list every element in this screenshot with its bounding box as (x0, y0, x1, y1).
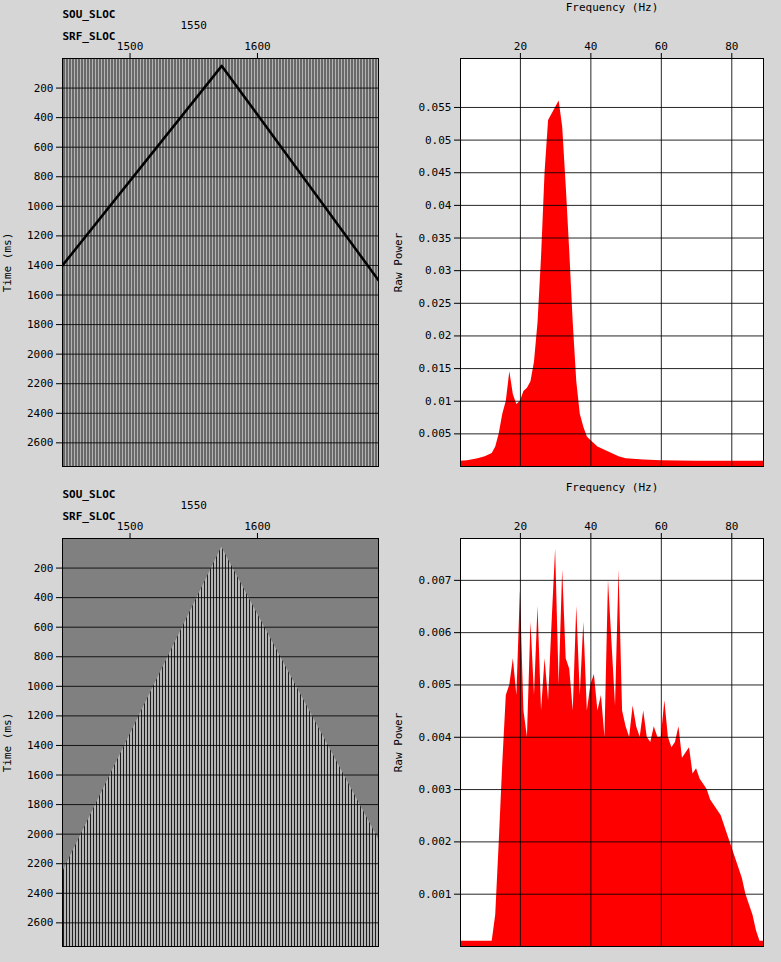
svg-text:20: 20 (514, 520, 527, 533)
svg-text:40: 40 (584, 520, 597, 533)
svg-text:1500: 1500 (117, 40, 144, 53)
svg-text:400: 400 (34, 111, 54, 124)
svg-text:1600: 1600 (244, 520, 271, 533)
svg-text:800: 800 (34, 650, 54, 663)
svg-text:20: 20 (514, 40, 527, 53)
svg-text:0.007: 0.007 (418, 574, 451, 587)
svg-text:2200: 2200 (27, 857, 54, 870)
svg-text:Raw Power: Raw Power (392, 232, 405, 292)
svg-text:2000: 2000 (27, 348, 54, 361)
svg-text:200: 200 (34, 562, 54, 575)
svg-text:80: 80 (725, 520, 738, 533)
svg-text:0.055: 0.055 (418, 101, 451, 114)
svg-text:600: 600 (34, 141, 54, 154)
svg-text:60: 60 (655, 40, 668, 53)
svg-text:0.004: 0.004 (418, 731, 451, 744)
svg-text:1000: 1000 (27, 680, 54, 693)
svg-text:1550: 1550 (180, 19, 207, 32)
svg-text:1200: 1200 (27, 709, 54, 722)
svg-text:2000: 2000 (27, 828, 54, 841)
svg-text:1500: 1500 (117, 520, 144, 533)
svg-text:0.015: 0.015 (418, 362, 451, 375)
svg-text:SOU_SLOC: SOU_SLOC (63, 488, 116, 501)
svg-text:0.05: 0.05 (425, 134, 452, 147)
svg-text:0.035: 0.035 (418, 232, 451, 245)
svg-text:SOU_SLOC: SOU_SLOC (63, 8, 116, 21)
svg-text:Raw Power: Raw Power (392, 712, 405, 772)
svg-text:0.005: 0.005 (418, 427, 451, 440)
svg-text:0.025: 0.025 (418, 297, 451, 310)
svg-text:80: 80 (725, 40, 738, 53)
svg-text:0.02: 0.02 (425, 329, 452, 342)
svg-text:0.003: 0.003 (418, 783, 451, 796)
svg-text:0.04: 0.04 (425, 199, 452, 212)
svg-text:0.045: 0.045 (418, 166, 451, 179)
svg-text:0.005: 0.005 (418, 678, 451, 691)
svg-text:SRF_SLOC: SRF_SLOC (63, 510, 116, 523)
svg-text:1400: 1400 (27, 259, 54, 272)
svg-text:Frequency (Hz): Frequency (Hz) (566, 481, 659, 494)
svg-text:0.03: 0.03 (425, 264, 452, 277)
svg-text:Frequency (Hz): Frequency (Hz) (566, 1, 659, 14)
svg-text:0.002: 0.002 (418, 835, 451, 848)
svg-text:Time (ms): Time (ms) (1, 713, 14, 773)
svg-text:40: 40 (584, 40, 597, 53)
svg-text:1600: 1600 (27, 289, 54, 302)
svg-text:60: 60 (655, 520, 668, 533)
svg-text:1550: 1550 (180, 499, 207, 512)
svg-text:400: 400 (34, 591, 54, 604)
svg-text:1000: 1000 (27, 200, 54, 213)
svg-text:600: 600 (34, 621, 54, 634)
svg-text:2600: 2600 (27, 916, 54, 929)
svg-text:800: 800 (34, 170, 54, 183)
svg-text:2400: 2400 (27, 887, 54, 900)
svg-text:2400: 2400 (27, 407, 54, 420)
svg-text:0.01: 0.01 (425, 395, 452, 408)
svg-text:1600: 1600 (244, 40, 271, 53)
svg-text:1600: 1600 (27, 769, 54, 782)
svg-text:1800: 1800 (27, 318, 54, 331)
svg-text:0.006: 0.006 (418, 626, 451, 639)
svg-text:1200: 1200 (27, 229, 54, 242)
svg-text:Time (ms): Time (ms) (1, 233, 14, 293)
svg-text:200: 200 (34, 82, 54, 95)
svg-text:1400: 1400 (27, 739, 54, 752)
svg-text:1800: 1800 (27, 798, 54, 811)
svg-text:SRF_SLOC: SRF_SLOC (63, 30, 116, 43)
svg-text:2600: 2600 (27, 436, 54, 449)
svg-text:0.001: 0.001 (418, 888, 451, 901)
svg-text:2200: 2200 (27, 377, 54, 390)
